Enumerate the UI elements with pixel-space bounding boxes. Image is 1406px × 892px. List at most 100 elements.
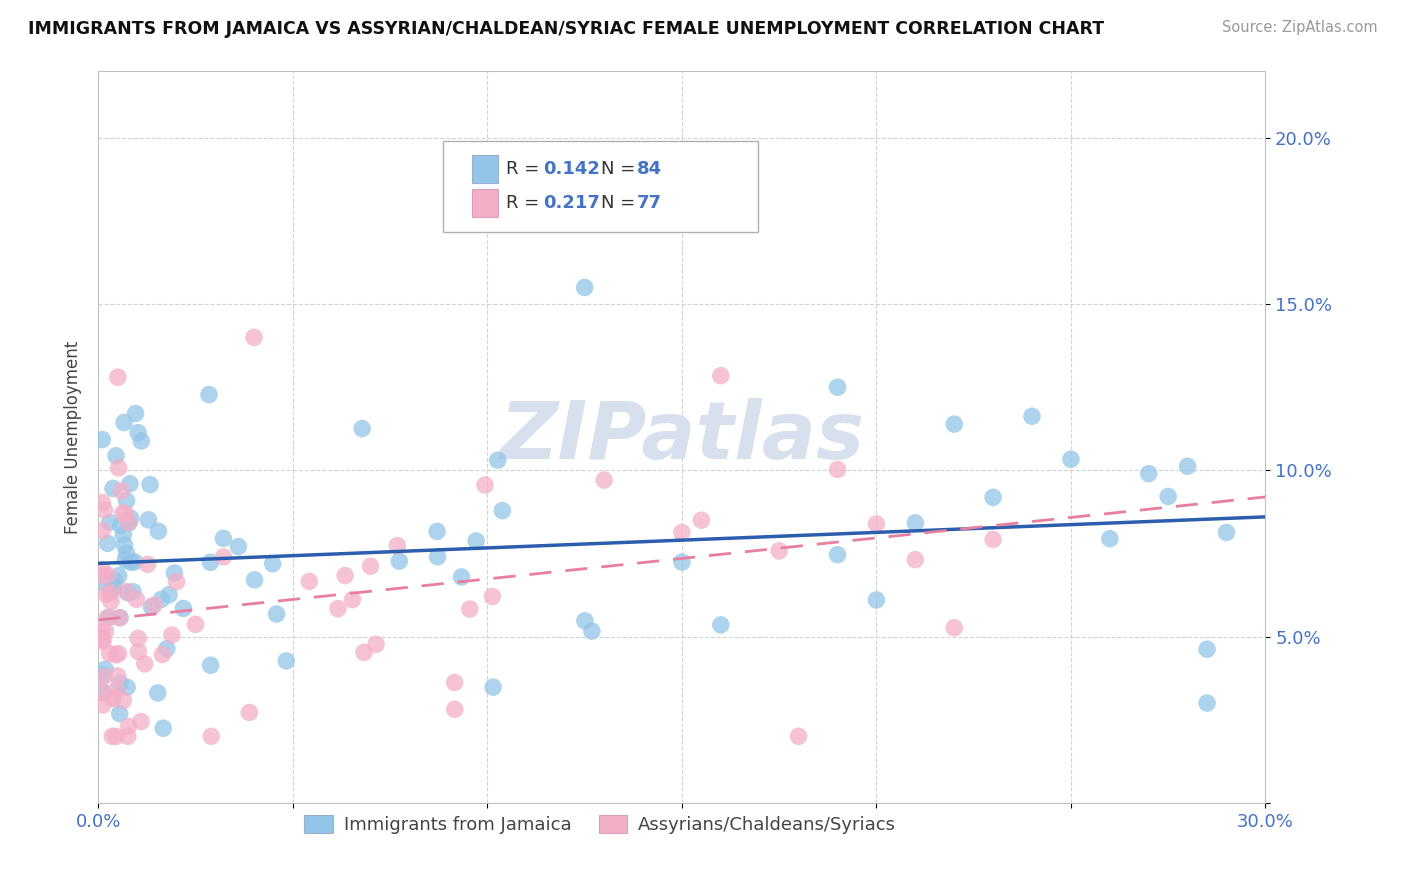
Point: [166, 574, 188, 589]
Point: [486, 453, 509, 467]
Point: [243, 573, 266, 587]
Point: [943, 417, 966, 431]
Point: [91, 685, 114, 699]
Point: [112, 538, 135, 552]
Point: [904, 552, 927, 566]
Text: ZIPatlas: ZIPatlas: [499, 398, 865, 476]
Point: [200, 555, 222, 569]
Text: Source: ZipAtlas.com: Source: ZipAtlas.com: [1222, 20, 1378, 35]
Point: [98, 610, 121, 624]
Point: [690, 513, 713, 527]
Point: [1195, 696, 1218, 710]
Point: [160, 628, 183, 642]
Text: R =: R =: [506, 160, 544, 178]
Point: [364, 637, 387, 651]
Point: [98, 585, 121, 599]
Point: [443, 675, 465, 690]
Point: [107, 647, 129, 661]
Point: [94, 587, 117, 601]
Point: [91, 524, 114, 538]
Text: R =: R =: [506, 194, 544, 212]
Point: [112, 527, 135, 541]
Text: 77: 77: [637, 194, 661, 212]
Point: [276, 654, 298, 668]
Point: [101, 691, 124, 706]
Point: [115, 493, 138, 508]
Point: [124, 555, 146, 569]
Point: [710, 618, 733, 632]
Point: [107, 669, 129, 683]
Point: [1177, 459, 1199, 474]
Point: [108, 611, 131, 625]
Point: [91, 634, 114, 648]
Point: [212, 549, 235, 564]
Legend: Immigrants from Jamaica, Assyrians/Chaldeans/Syriacs: Immigrants from Jamaica, Assyrians/Chald…: [297, 808, 904, 841]
Text: N =: N =: [602, 160, 641, 178]
Point: [465, 533, 488, 548]
Point: [157, 588, 180, 602]
Point: [353, 645, 375, 659]
Point: [450, 570, 472, 584]
Point: [198, 387, 221, 401]
Point: [943, 621, 966, 635]
Point: [388, 554, 411, 568]
Point: [105, 449, 128, 463]
Point: [266, 607, 288, 621]
Point: [125, 592, 148, 607]
Point: [865, 516, 887, 531]
Point: [342, 592, 364, 607]
Point: [91, 495, 114, 509]
Point: [120, 555, 142, 569]
Point: [114, 507, 136, 521]
Point: [1215, 525, 1237, 540]
Point: [103, 574, 125, 588]
Point: [581, 624, 603, 638]
Point: [122, 584, 145, 599]
Point: [100, 584, 122, 599]
Point: [127, 425, 149, 440]
Point: [105, 682, 128, 697]
Point: [101, 729, 124, 743]
Point: [112, 416, 135, 430]
Text: N =: N =: [602, 194, 641, 212]
Point: [91, 568, 114, 582]
Point: [1098, 532, 1121, 546]
FancyBboxPatch shape: [443, 141, 758, 232]
Point: [96, 611, 118, 625]
Point: [352, 421, 374, 435]
Point: [112, 693, 135, 707]
Point: [91, 575, 114, 590]
Point: [904, 516, 927, 530]
Point: [474, 478, 496, 492]
Point: [574, 280, 596, 294]
Point: [93, 503, 115, 517]
Point: [91, 684, 114, 698]
Point: [94, 624, 117, 639]
Point: [114, 553, 136, 567]
Point: [107, 461, 129, 475]
FancyBboxPatch shape: [472, 189, 498, 217]
Point: [156, 641, 179, 656]
Point: [1021, 409, 1043, 424]
Point: [134, 657, 156, 671]
Point: [108, 610, 131, 624]
Point: [152, 648, 174, 662]
Point: [458, 602, 481, 616]
Point: [426, 549, 449, 564]
Point: [129, 714, 152, 729]
Point: [138, 513, 160, 527]
Point: [118, 516, 141, 530]
Point: [787, 729, 810, 743]
Point: [127, 632, 149, 646]
Point: [118, 476, 141, 491]
Point: [110, 518, 132, 533]
Point: [91, 631, 114, 645]
Point: [152, 721, 174, 735]
Point: [97, 568, 120, 582]
Point: [98, 516, 121, 530]
Point: [200, 658, 222, 673]
Point: [262, 557, 284, 571]
Point: [710, 368, 733, 383]
Point: [827, 548, 849, 562]
Point: [127, 644, 149, 658]
